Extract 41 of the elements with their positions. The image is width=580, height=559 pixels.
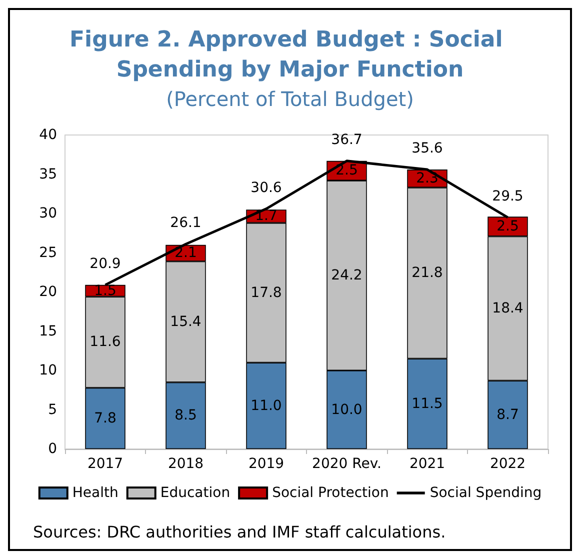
x-tick-label: 2021 (409, 456, 446, 472)
x-tick-label: 2022 (490, 456, 526, 472)
y-tick-label: 30 (39, 206, 57, 222)
x-tick-label: 2020 Rev. (312, 456, 382, 472)
y-tick-label: 15 (39, 323, 57, 340)
x-tick-label: 2017 (87, 456, 124, 472)
data-label: 30.6 (250, 180, 282, 196)
legend-label: Social Protection (272, 485, 389, 501)
data-label: 26.1 (170, 215, 202, 232)
data-label: 10.0 (331, 402, 362, 418)
data-label: 11.0 (250, 398, 282, 414)
x-tick-label: 2018 (168, 456, 204, 472)
data-label: 18.4 (492, 300, 524, 316)
y-tick-label: 5 (48, 402, 57, 418)
legend-label: Health (72, 485, 118, 501)
data-label: 8.5 (174, 408, 197, 424)
y-tick-label: 35 (39, 166, 57, 182)
data-label: 8.7 (496, 406, 519, 423)
data-label: 11.6 (90, 334, 121, 350)
data-label: 29.5 (492, 188, 524, 204)
y-tick-label: 0 (48, 441, 57, 457)
y-tick-label: 25 (39, 244, 57, 261)
chart-title: Figure 2. Approved Budget : Social Spending by Major Function (70, 28, 510, 82)
data-label: 17.8 (250, 284, 282, 301)
data-label: 36.7 (331, 132, 362, 148)
data-label: 15.4 (170, 314, 202, 330)
data-label: 11.5 (412, 396, 443, 412)
legend-label: Social Spending (430, 485, 542, 501)
data-label: 21.8 (412, 265, 443, 282)
y-tick-label: 10 (39, 362, 57, 378)
y-tick-label: 20 (39, 284, 57, 300)
x-tick-label: 2019 (248, 456, 284, 472)
data-label: 35.6 (412, 140, 443, 157)
data-label: 2.5 (496, 218, 519, 234)
y-tick-label: 40 (39, 127, 57, 143)
legend-label: Education (160, 485, 230, 501)
data-label: 24.2 (331, 268, 362, 284)
data-label: 7.8 (94, 410, 116, 426)
data-label: 20.9 (90, 256, 121, 272)
source-note: Sources: DRC authorities and IMF staff calculations. (33, 522, 446, 542)
chart-subtitle: (Percent of Total Budget) (166, 87, 414, 111)
